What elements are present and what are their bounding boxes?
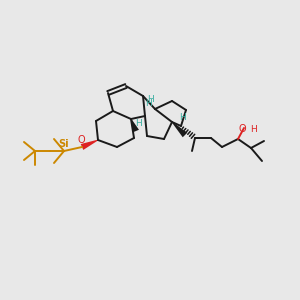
- Text: O: O: [238, 124, 246, 134]
- Text: O: O: [77, 135, 85, 145]
- Text: H: H: [135, 119, 141, 128]
- Text: H: H: [148, 95, 154, 104]
- Polygon shape: [81, 140, 98, 150]
- Polygon shape: [172, 122, 187, 137]
- Text: H: H: [145, 100, 152, 109]
- Text: Si: Si: [59, 139, 69, 149]
- Polygon shape: [130, 119, 139, 132]
- Text: H: H: [250, 124, 257, 134]
- Text: H: H: [180, 112, 186, 122]
